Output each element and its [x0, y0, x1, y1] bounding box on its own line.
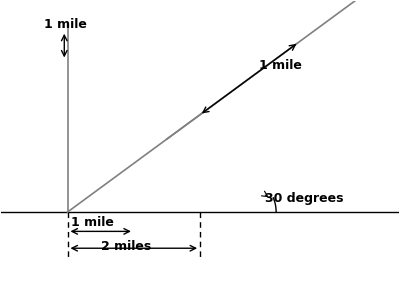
Text: 1 mile: 1 mile — [44, 18, 87, 31]
Text: 1 mile: 1 mile — [71, 216, 114, 229]
Text: 1 mile: 1 mile — [259, 59, 302, 72]
Text: 2 miles: 2 miles — [101, 240, 151, 253]
Text: 30 degrees: 30 degrees — [265, 192, 343, 205]
